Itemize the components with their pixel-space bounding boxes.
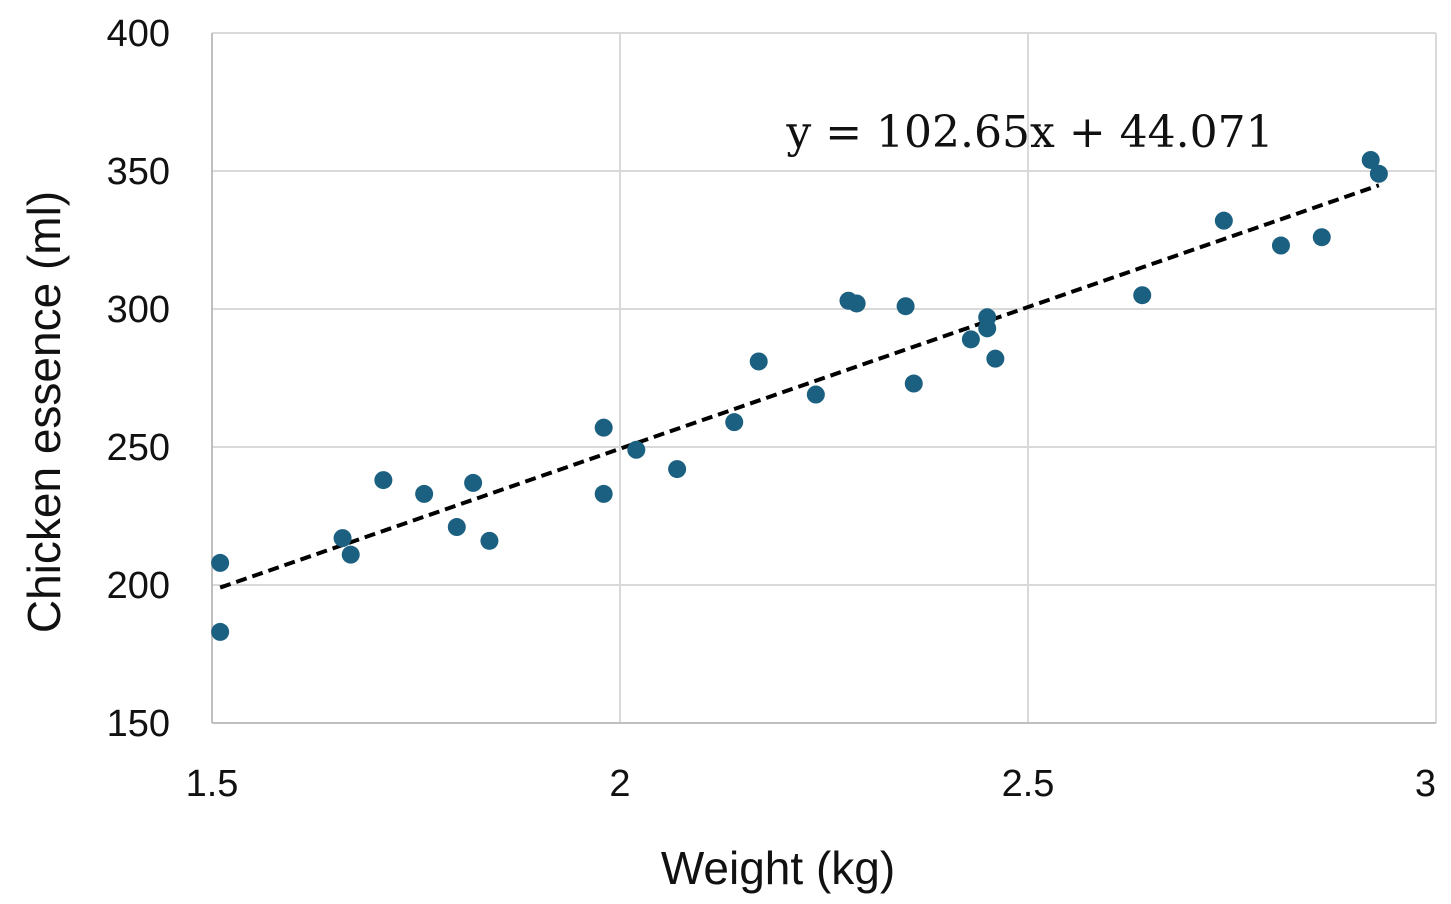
data-point (847, 294, 866, 313)
data-point (1369, 164, 1388, 183)
x-tick-label: 2.5 (1002, 763, 1055, 805)
data-point (341, 545, 360, 564)
data-point (749, 352, 768, 371)
data-point (594, 484, 613, 503)
data-point (447, 518, 466, 537)
data-point (333, 529, 352, 548)
trendline (219, 183, 1380, 590)
y-tick-labels: 150 200 250 300 350 400 (107, 13, 170, 745)
y-tick-label: 250 (107, 427, 170, 469)
data-point (1271, 236, 1290, 255)
data-point (806, 385, 825, 404)
x-tick-label: 3 (1415, 763, 1436, 805)
x-axis-title: Weight (kg) (661, 842, 895, 894)
data-point (374, 471, 393, 490)
data-point (415, 484, 434, 503)
data-point (594, 418, 613, 437)
y-tick-label: 200 (107, 565, 170, 607)
data-point (627, 440, 646, 459)
data-point (1214, 211, 1233, 230)
data-point (904, 374, 923, 393)
data-point (725, 413, 744, 432)
data-point (211, 622, 230, 641)
y-tick-label: 150 (107, 703, 170, 745)
data-points (211, 150, 1388, 641)
y-axis-title: Chicken essence (ml) (18, 191, 70, 633)
data-point (464, 473, 483, 492)
x-tick-label: 1.5 (186, 763, 239, 805)
gridlines (212, 32, 1437, 723)
data-point (1312, 228, 1331, 247)
data-point (480, 531, 499, 550)
data-point (668, 460, 687, 479)
y-tick-label: 350 (107, 151, 170, 193)
x-tick-label: 2 (609, 763, 630, 805)
x-tick-labels: 1.5 2 2.5 3 (186, 763, 1436, 805)
axes (211, 33, 1436, 724)
y-tick-label: 400 (107, 13, 170, 55)
data-point (986, 349, 1005, 368)
data-point (896, 297, 915, 316)
data-point (1133, 286, 1152, 305)
trendline-group (219, 183, 1380, 590)
data-point (211, 553, 230, 572)
trendline-equation: y = 102.65x + 44.071 (785, 107, 1273, 158)
data-point (1361, 150, 1380, 169)
y-tick-label: 300 (107, 289, 170, 331)
data-point (961, 330, 980, 349)
data-point (978, 319, 997, 338)
